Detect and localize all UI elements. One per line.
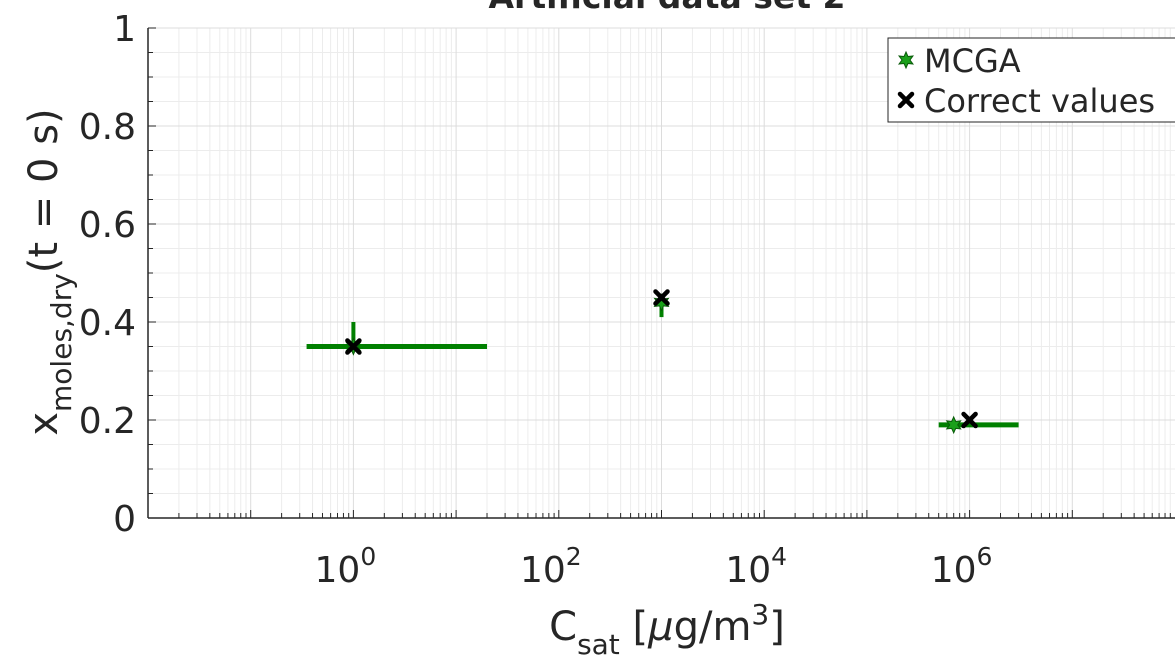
x-axis-label: Csat [μg/m3] [549, 598, 785, 661]
tick-labels: 0 0.2 0.4 0.6 0.8 1 100 102 104 106 [79, 9, 993, 591]
x-axis-label-base: C [549, 604, 577, 650]
legend-box [887, 37, 1175, 123]
y-tick-label: 0.4 [79, 303, 136, 344]
legend-correct-label: Correct values [924, 82, 1155, 120]
x-tick-label: 102 [520, 542, 582, 591]
mcga-point [653, 293, 670, 312]
y-tick-label: 0.2 [79, 401, 136, 442]
chart-title: Artificial data set 2 [489, 0, 846, 16]
y-tick-label: 0.6 [79, 205, 136, 246]
legend-mcga-label: MCGA [924, 42, 1021, 80]
x-tick-label: 100 [315, 542, 377, 591]
y-axis-label-base: x [21, 412, 67, 436]
mcga-point [945, 415, 962, 435]
x-axis-label-sub: sat [577, 628, 620, 661]
x-axis-label-mu: μ [647, 604, 673, 650]
y-axis-label-rest: (t = 0 s) [21, 108, 67, 273]
x-axis-label-sup: 3 [751, 598, 769, 631]
data-marks [306, 289, 1019, 435]
y-tick-label: 1 [113, 9, 136, 50]
y-axis-label-sub: moles,dry [45, 273, 78, 412]
legend-mcga-icon [897, 50, 915, 70]
y-tick-label: 0 [113, 499, 136, 540]
x-tick-label: 104 [725, 542, 787, 591]
correct-value-point [653, 289, 670, 306]
x-axis-label-unit: g/m [674, 604, 752, 650]
x-axis-label-rest: [ [620, 604, 648, 650]
x-axis-label-close: ] [769, 604, 785, 650]
axes [147, 27, 1175, 519]
x-tick-label: 106 [931, 542, 993, 591]
legend-correct-icon [897, 91, 915, 109]
y-tick-label: 0.8 [79, 107, 136, 148]
y-axis-label: xmoles,dry(t = 0 s) [21, 108, 78, 435]
correct-value-point [961, 411, 978, 429]
correct-value-point [345, 338, 362, 355]
